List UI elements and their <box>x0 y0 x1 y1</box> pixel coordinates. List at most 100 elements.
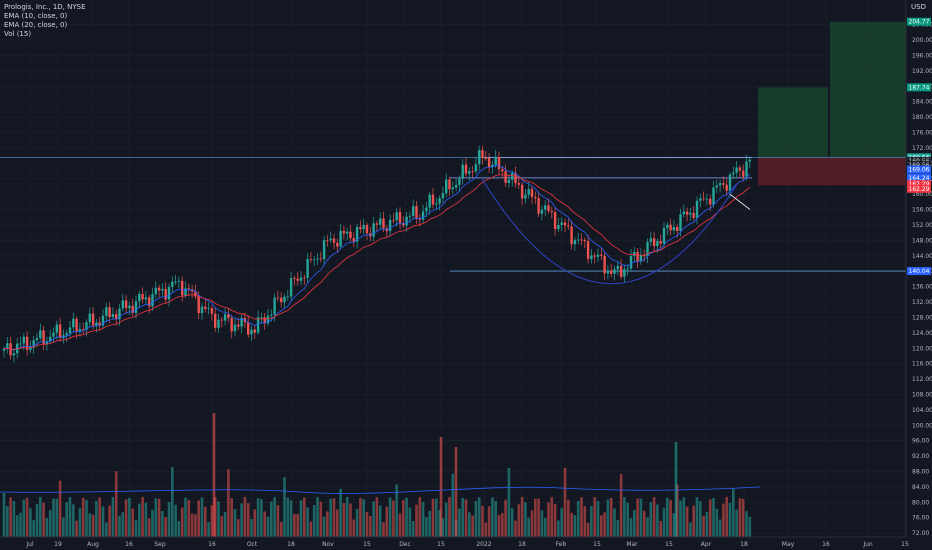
candle-body <box>303 277 306 279</box>
volume-bar <box>240 503 243 537</box>
price-tick-label: 128.00 <box>912 314 932 321</box>
volume-bar <box>147 518 151 537</box>
volume-bar <box>263 511 266 537</box>
currency-label[interactable]: USD <box>911 3 926 11</box>
price-tick-label: 76.00 <box>912 515 929 522</box>
candle-body <box>88 313 91 323</box>
candle-body <box>25 336 29 350</box>
volume-bar <box>439 437 443 537</box>
candle-body <box>49 336 52 342</box>
candle-body <box>108 307 111 318</box>
candle-body <box>359 227 362 230</box>
volume-bar <box>741 498 745 537</box>
volume-bar <box>600 515 603 537</box>
price-tag <box>907 165 931 174</box>
candle-body <box>636 251 639 262</box>
ema20-legend[interactable]: EMA (20, close, 0) <box>4 21 68 29</box>
price-tick-label: 132.00 <box>912 299 932 306</box>
volume-bar <box>204 506 207 537</box>
price-tick-label: 80.00 <box>912 499 929 506</box>
candle-body <box>299 277 303 281</box>
volume-bar <box>534 498 537 537</box>
volume-bar <box>603 512 606 537</box>
ema20-line <box>3 174 751 350</box>
volume-bar <box>326 511 329 537</box>
volume-bar <box>309 521 313 537</box>
candle-body <box>547 205 550 212</box>
candle-body <box>557 224 560 230</box>
price-axis[interactable]: 204.00200.00196.00192.00188.00184.00180.… <box>905 0 932 537</box>
candle-body <box>174 281 177 283</box>
volume-bar <box>359 498 362 537</box>
candle-body <box>266 315 270 324</box>
volume-bar <box>514 520 517 537</box>
volume-bar <box>151 509 154 537</box>
candle-body <box>464 164 468 174</box>
volume-bar <box>425 517 428 537</box>
price-tag-label: 204.77 <box>909 19 930 26</box>
price-tick-label: 148.00 <box>912 237 932 244</box>
price-tag <box>907 160 931 169</box>
time-tick-label: Jul <box>25 541 34 548</box>
volume-bar <box>395 484 398 537</box>
candle-body <box>445 179 448 194</box>
handle-arrow <box>729 193 751 210</box>
volume-bar <box>312 504 316 537</box>
volume-bar <box>674 442 678 537</box>
volume-bar <box>715 508 719 537</box>
symbol-title[interactable]: Prologis, Inc., 1D, NYSE <box>4 3 86 11</box>
volume-bar <box>286 497 290 537</box>
candle-body <box>82 329 85 330</box>
time-tick-label: Aug <box>87 541 99 548</box>
candle-body <box>329 238 332 241</box>
candle-body <box>563 222 567 226</box>
volume-bar <box>105 522 108 537</box>
time-tick-label: 16 <box>822 541 830 548</box>
candle-body <box>718 183 722 186</box>
volume-legend[interactable]: Vol (15) <box>4 30 32 38</box>
price-tick-label: 156.00 <box>912 207 932 214</box>
volume-bar <box>296 513 299 537</box>
stop-loss-zone <box>758 157 906 186</box>
candle-body <box>421 211 425 220</box>
grid-lines <box>0 0 906 537</box>
volume-bar <box>619 473 623 537</box>
candle-body <box>124 300 128 309</box>
candle-body <box>471 171 474 172</box>
volume-bar <box>118 515 121 537</box>
ema10-legend[interactable]: EMA (10, close, 0) <box>4 12 68 20</box>
candle-body <box>184 288 187 296</box>
volume-bar <box>669 499 672 537</box>
volume-bar <box>705 512 709 537</box>
candle-body <box>375 223 379 225</box>
price-tick-label: 116.00 <box>912 361 932 368</box>
candle-body <box>22 336 25 344</box>
volume-bar <box>708 499 712 537</box>
volume-bar <box>497 514 501 537</box>
volume-bar <box>85 499 88 537</box>
candle-body <box>105 307 108 316</box>
time-tick-label: 18 <box>518 541 526 548</box>
time-tick-label: Oct <box>247 541 258 548</box>
volume-bar <box>517 504 521 537</box>
candle-body <box>415 206 418 218</box>
candle-body <box>326 240 329 241</box>
volume-bar <box>253 509 257 537</box>
volume-bar <box>451 473 455 537</box>
price-tag <box>907 184 931 193</box>
candle-body <box>263 317 266 324</box>
candle-body <box>260 317 263 319</box>
volume-bar <box>270 501 273 537</box>
candle-body <box>289 278 293 297</box>
volume-bar <box>352 519 356 537</box>
candle-body <box>481 150 484 159</box>
price-tick-label: 196.00 <box>912 53 932 60</box>
candle-body <box>230 317 233 332</box>
candle-body <box>121 300 124 309</box>
volume-bar <box>171 467 174 537</box>
candle-body <box>167 286 171 300</box>
volume-bar <box>322 516 326 537</box>
time-axis[interactable]: Jul 19 Aug 16 Sep 16 Oct 18 Nov 15 Dec 15 2022 18 Feb 1… <box>0 536 909 548</box>
candle-body <box>458 178 461 185</box>
